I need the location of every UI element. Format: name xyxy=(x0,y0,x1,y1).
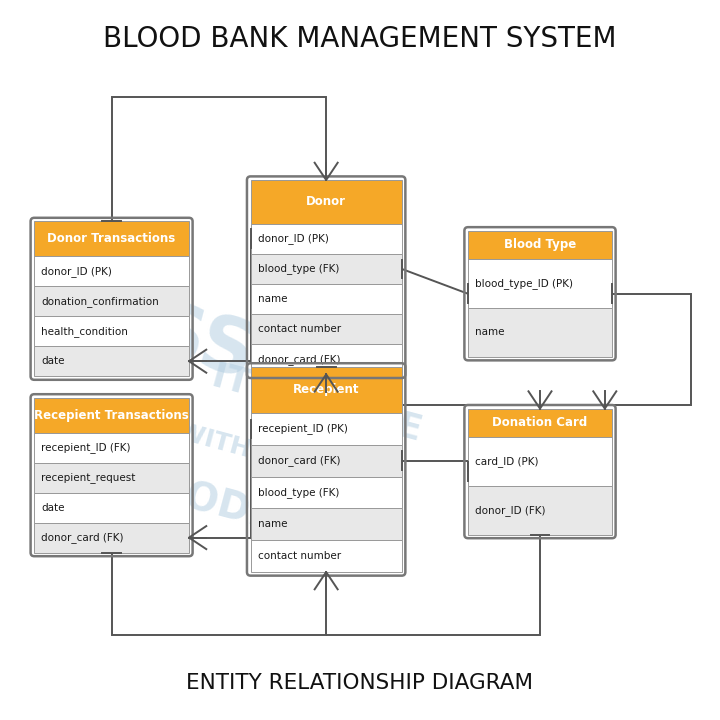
Text: blood_type (FK): blood_type (FK) xyxy=(258,264,339,274)
Text: donor_card (FK): donor_card (FK) xyxy=(258,354,341,365)
FancyBboxPatch shape xyxy=(35,256,189,287)
FancyBboxPatch shape xyxy=(251,180,402,224)
FancyBboxPatch shape xyxy=(35,316,189,346)
Text: contact number: contact number xyxy=(258,324,341,334)
Text: donation_confirmation: donation_confirmation xyxy=(42,296,159,307)
Text: ENTITY RELATIONSHIP DIAGRAM: ENTITY RELATIONSHIP DIAGRAM xyxy=(186,672,534,693)
FancyBboxPatch shape xyxy=(251,314,402,344)
Text: donor_ID (PK): donor_ID (PK) xyxy=(258,233,328,244)
FancyBboxPatch shape xyxy=(35,397,189,433)
Text: donor_card (FK): donor_card (FK) xyxy=(42,532,124,543)
FancyBboxPatch shape xyxy=(35,222,189,256)
Text: date: date xyxy=(42,356,65,366)
Text: donor_ID (FK): donor_ID (FK) xyxy=(475,505,546,516)
Text: blood_type_ID (PK): blood_type_ID (PK) xyxy=(475,278,573,289)
Text: E: E xyxy=(84,261,175,372)
Text: Donor: Donor xyxy=(306,195,346,208)
FancyBboxPatch shape xyxy=(251,344,402,374)
Text: contact number: contact number xyxy=(258,551,341,561)
FancyBboxPatch shape xyxy=(251,540,402,572)
Text: SS: SS xyxy=(140,296,263,395)
FancyBboxPatch shape xyxy=(468,486,612,534)
FancyBboxPatch shape xyxy=(35,492,189,523)
FancyBboxPatch shape xyxy=(35,346,189,376)
FancyBboxPatch shape xyxy=(251,284,402,314)
FancyBboxPatch shape xyxy=(468,308,612,357)
Text: recepient_ID (FK): recepient_ID (FK) xyxy=(42,442,131,453)
FancyBboxPatch shape xyxy=(468,230,612,259)
Text: Recepient: Recepient xyxy=(293,384,359,397)
FancyBboxPatch shape xyxy=(468,409,612,437)
FancyBboxPatch shape xyxy=(251,413,402,445)
FancyBboxPatch shape xyxy=(251,508,402,540)
Text: CODE: CODE xyxy=(153,470,279,538)
Text: recepient_request: recepient_request xyxy=(42,472,136,483)
Text: Blood Type: Blood Type xyxy=(504,238,576,251)
Text: IT SOURCE: IT SOURCE xyxy=(208,359,426,448)
FancyBboxPatch shape xyxy=(35,433,189,463)
FancyBboxPatch shape xyxy=(468,437,612,486)
FancyBboxPatch shape xyxy=(251,367,402,413)
FancyBboxPatch shape xyxy=(468,259,612,308)
Text: Recepient Transactions: Recepient Transactions xyxy=(35,409,189,422)
FancyBboxPatch shape xyxy=(251,254,402,284)
FancyBboxPatch shape xyxy=(251,445,402,477)
Text: name: name xyxy=(258,294,287,304)
Text: card_ID (PK): card_ID (PK) xyxy=(475,456,539,467)
FancyBboxPatch shape xyxy=(35,523,189,552)
Text: name: name xyxy=(258,519,287,529)
FancyBboxPatch shape xyxy=(35,463,189,492)
Text: name: name xyxy=(475,328,505,338)
Text: health_condition: health_condition xyxy=(42,325,128,337)
FancyBboxPatch shape xyxy=(35,287,189,316)
FancyBboxPatch shape xyxy=(251,477,402,508)
Text: donor_ID (PK): donor_ID (PK) xyxy=(42,266,112,276)
Text: blood_type (FK): blood_type (FK) xyxy=(258,487,339,498)
Text: donor_card (FK): donor_card (FK) xyxy=(258,455,341,466)
Text: BLOOD BANK MANAGEMENT SYSTEM: BLOOD BANK MANAGEMENT SYSTEM xyxy=(103,25,617,53)
Text: Donor Transactions: Donor Transactions xyxy=(48,233,176,246)
FancyBboxPatch shape xyxy=(251,224,402,254)
Text: Donation Card: Donation Card xyxy=(492,416,588,429)
Text: date: date xyxy=(42,503,65,513)
Text: WITH SOURCE: WITH SOURCE xyxy=(175,420,372,495)
Text: recepient_ID (PK): recepient_ID (PK) xyxy=(258,423,348,434)
